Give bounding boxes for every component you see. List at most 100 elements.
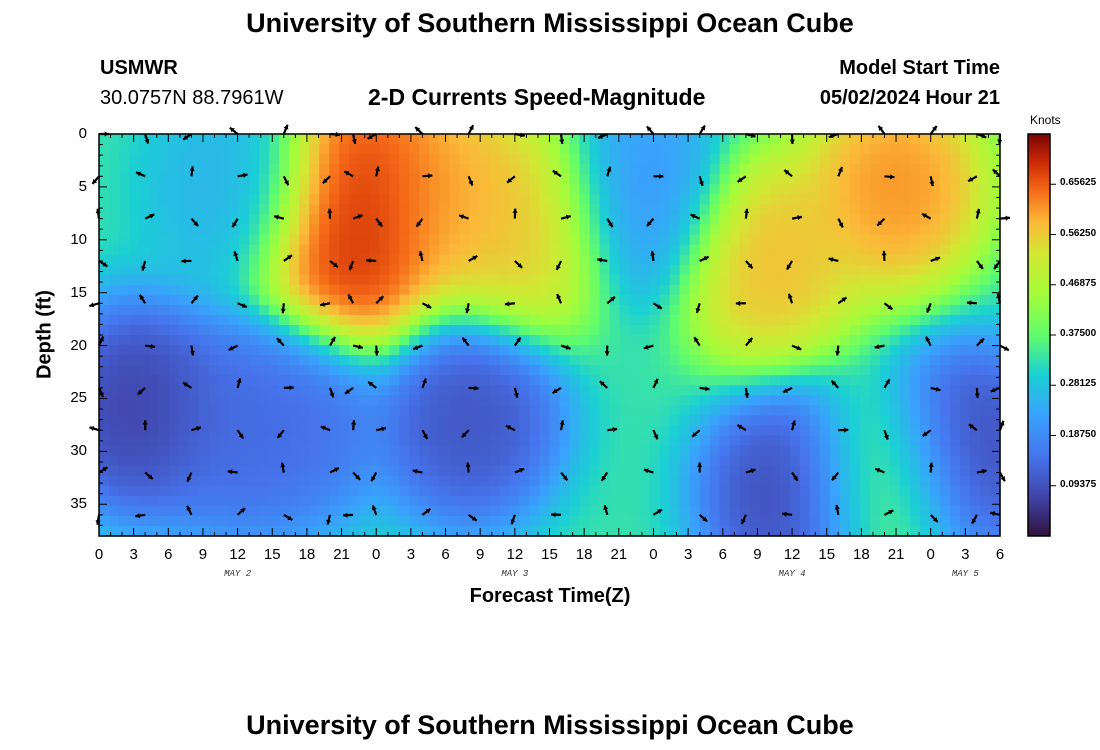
heatmap-cell [469, 525, 481, 537]
heatmap-cell [189, 335, 200, 346]
current-arrow [348, 260, 355, 271]
heatmap-cell [459, 314, 471, 326]
heatmap-cell [619, 154, 631, 165]
heatmap-cell [239, 264, 250, 276]
heatmap-cell [119, 405, 130, 416]
heatmap-cell [479, 224, 491, 236]
heatmap-cell [619, 375, 631, 386]
heatmap-cell [659, 254, 671, 266]
current-arrow [237, 302, 248, 309]
heatmap-cell [99, 515, 110, 527]
heatmap-cell [869, 525, 881, 537]
heatmap-cell [959, 365, 971, 376]
heatmap-cell [879, 335, 891, 346]
heatmap-cell [689, 254, 701, 266]
current-arrow [992, 168, 1001, 178]
heatmap-cell [679, 335, 691, 346]
heatmap-cell [479, 274, 491, 286]
heatmap-cell [539, 485, 551, 497]
heatmap-cell [149, 335, 160, 346]
heatmap-cell [719, 154, 731, 165]
heatmap-cell [599, 445, 611, 457]
heatmap-cell [409, 264, 420, 276]
heatmap-cell [169, 365, 180, 376]
heatmap-cell [659, 505, 671, 517]
heatmap-cell [839, 144, 851, 155]
x-tick-label: 21 [333, 546, 350, 563]
heatmap-cell [299, 164, 310, 175]
heatmap-cell [399, 194, 410, 205]
heatmap-cell [329, 515, 340, 527]
heatmap-cell [979, 505, 991, 517]
heatmap-cell [509, 214, 521, 226]
heatmap-cell [639, 174, 651, 185]
heatmap-cell [639, 134, 651, 145]
heatmap-cell [939, 174, 951, 185]
heatmap-cell [459, 345, 471, 356]
heatmap-cell [959, 254, 971, 266]
heatmap-cell [639, 244, 651, 256]
heatmap-cell [939, 144, 951, 155]
heatmap-cell [379, 264, 390, 276]
heatmap-cell [129, 164, 140, 175]
heatmap-cell [459, 284, 471, 296]
heatmap-cell [629, 475, 641, 487]
current-arrow [551, 512, 562, 518]
heatmap-cell [909, 204, 921, 215]
heatmap-cell [729, 274, 741, 286]
heatmap-cell [229, 174, 240, 185]
heatmap-cell [349, 184, 360, 195]
heatmap-cell [749, 415, 761, 427]
heatmap-cell [509, 335, 521, 346]
heatmap-cell [749, 214, 761, 226]
heatmap-cell [829, 365, 841, 376]
heatmap-cell [939, 395, 951, 406]
heatmap-cell [419, 345, 430, 356]
heatmap-cell [359, 314, 370, 326]
heatmap-cell [109, 385, 120, 396]
heatmap-cell [269, 144, 280, 155]
heatmap-cell [559, 244, 571, 256]
heatmap-cell [559, 405, 571, 416]
heatmap-cell [769, 284, 781, 296]
heatmap-cell [799, 184, 811, 195]
heatmap-cell [299, 294, 310, 306]
heatmap-cell [649, 264, 661, 276]
heatmap-cell [519, 204, 531, 215]
heatmap-cell [809, 304, 821, 316]
heatmap-cell [919, 485, 931, 497]
heatmap-cell [719, 204, 731, 215]
current-arrow [929, 125, 938, 135]
heatmap-cell [989, 244, 1001, 256]
x-tick-label: 18 [853, 546, 870, 563]
heatmap-cell [899, 465, 911, 477]
heatmap-cell [209, 314, 220, 326]
heatmap-cell [509, 284, 521, 296]
current-arrow [600, 471, 609, 482]
heatmap-cell [689, 174, 701, 185]
current-arrow [505, 424, 516, 432]
heatmap-cell [789, 174, 801, 185]
heatmap-cell [989, 174, 1001, 185]
heatmap-cell [589, 324, 601, 336]
heatmap-cell [209, 304, 220, 316]
heatmap-cell [799, 264, 811, 276]
heatmap-cell [759, 345, 771, 356]
heatmap-cell [669, 154, 681, 165]
heatmap-cell [719, 274, 731, 286]
heatmap-cell [149, 475, 160, 487]
heatmap-cell [769, 144, 781, 155]
heatmap-cell [949, 505, 961, 517]
heatmap-cell [229, 204, 240, 215]
current-arrow [785, 260, 794, 271]
heatmap-cell [279, 294, 290, 306]
heatmap-cell [549, 254, 561, 266]
heatmap-cell [239, 485, 250, 497]
heatmap-cell [319, 355, 330, 366]
heatmap-cell [609, 405, 621, 416]
heatmap-cell [479, 234, 491, 246]
heatmap-cell [399, 415, 410, 427]
heatmap-cell [459, 515, 471, 527]
heatmap-cell [399, 164, 410, 175]
heatmap-cell [969, 274, 981, 286]
